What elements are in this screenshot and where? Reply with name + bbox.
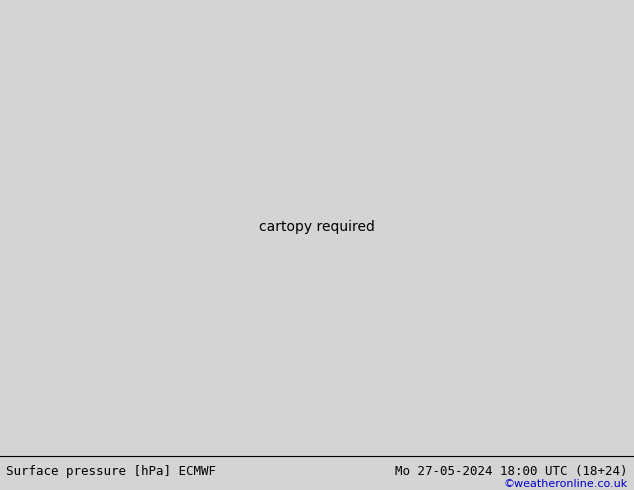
Text: Surface pressure [hPa] ECMWF: Surface pressure [hPa] ECMWF <box>6 465 216 478</box>
Text: cartopy required: cartopy required <box>259 220 375 234</box>
Text: Mo 27-05-2024 18:00 UTC (18+24): Mo 27-05-2024 18:00 UTC (18+24) <box>395 465 628 478</box>
Text: ©weatheronline.co.uk: ©weatheronline.co.uk <box>503 479 628 490</box>
